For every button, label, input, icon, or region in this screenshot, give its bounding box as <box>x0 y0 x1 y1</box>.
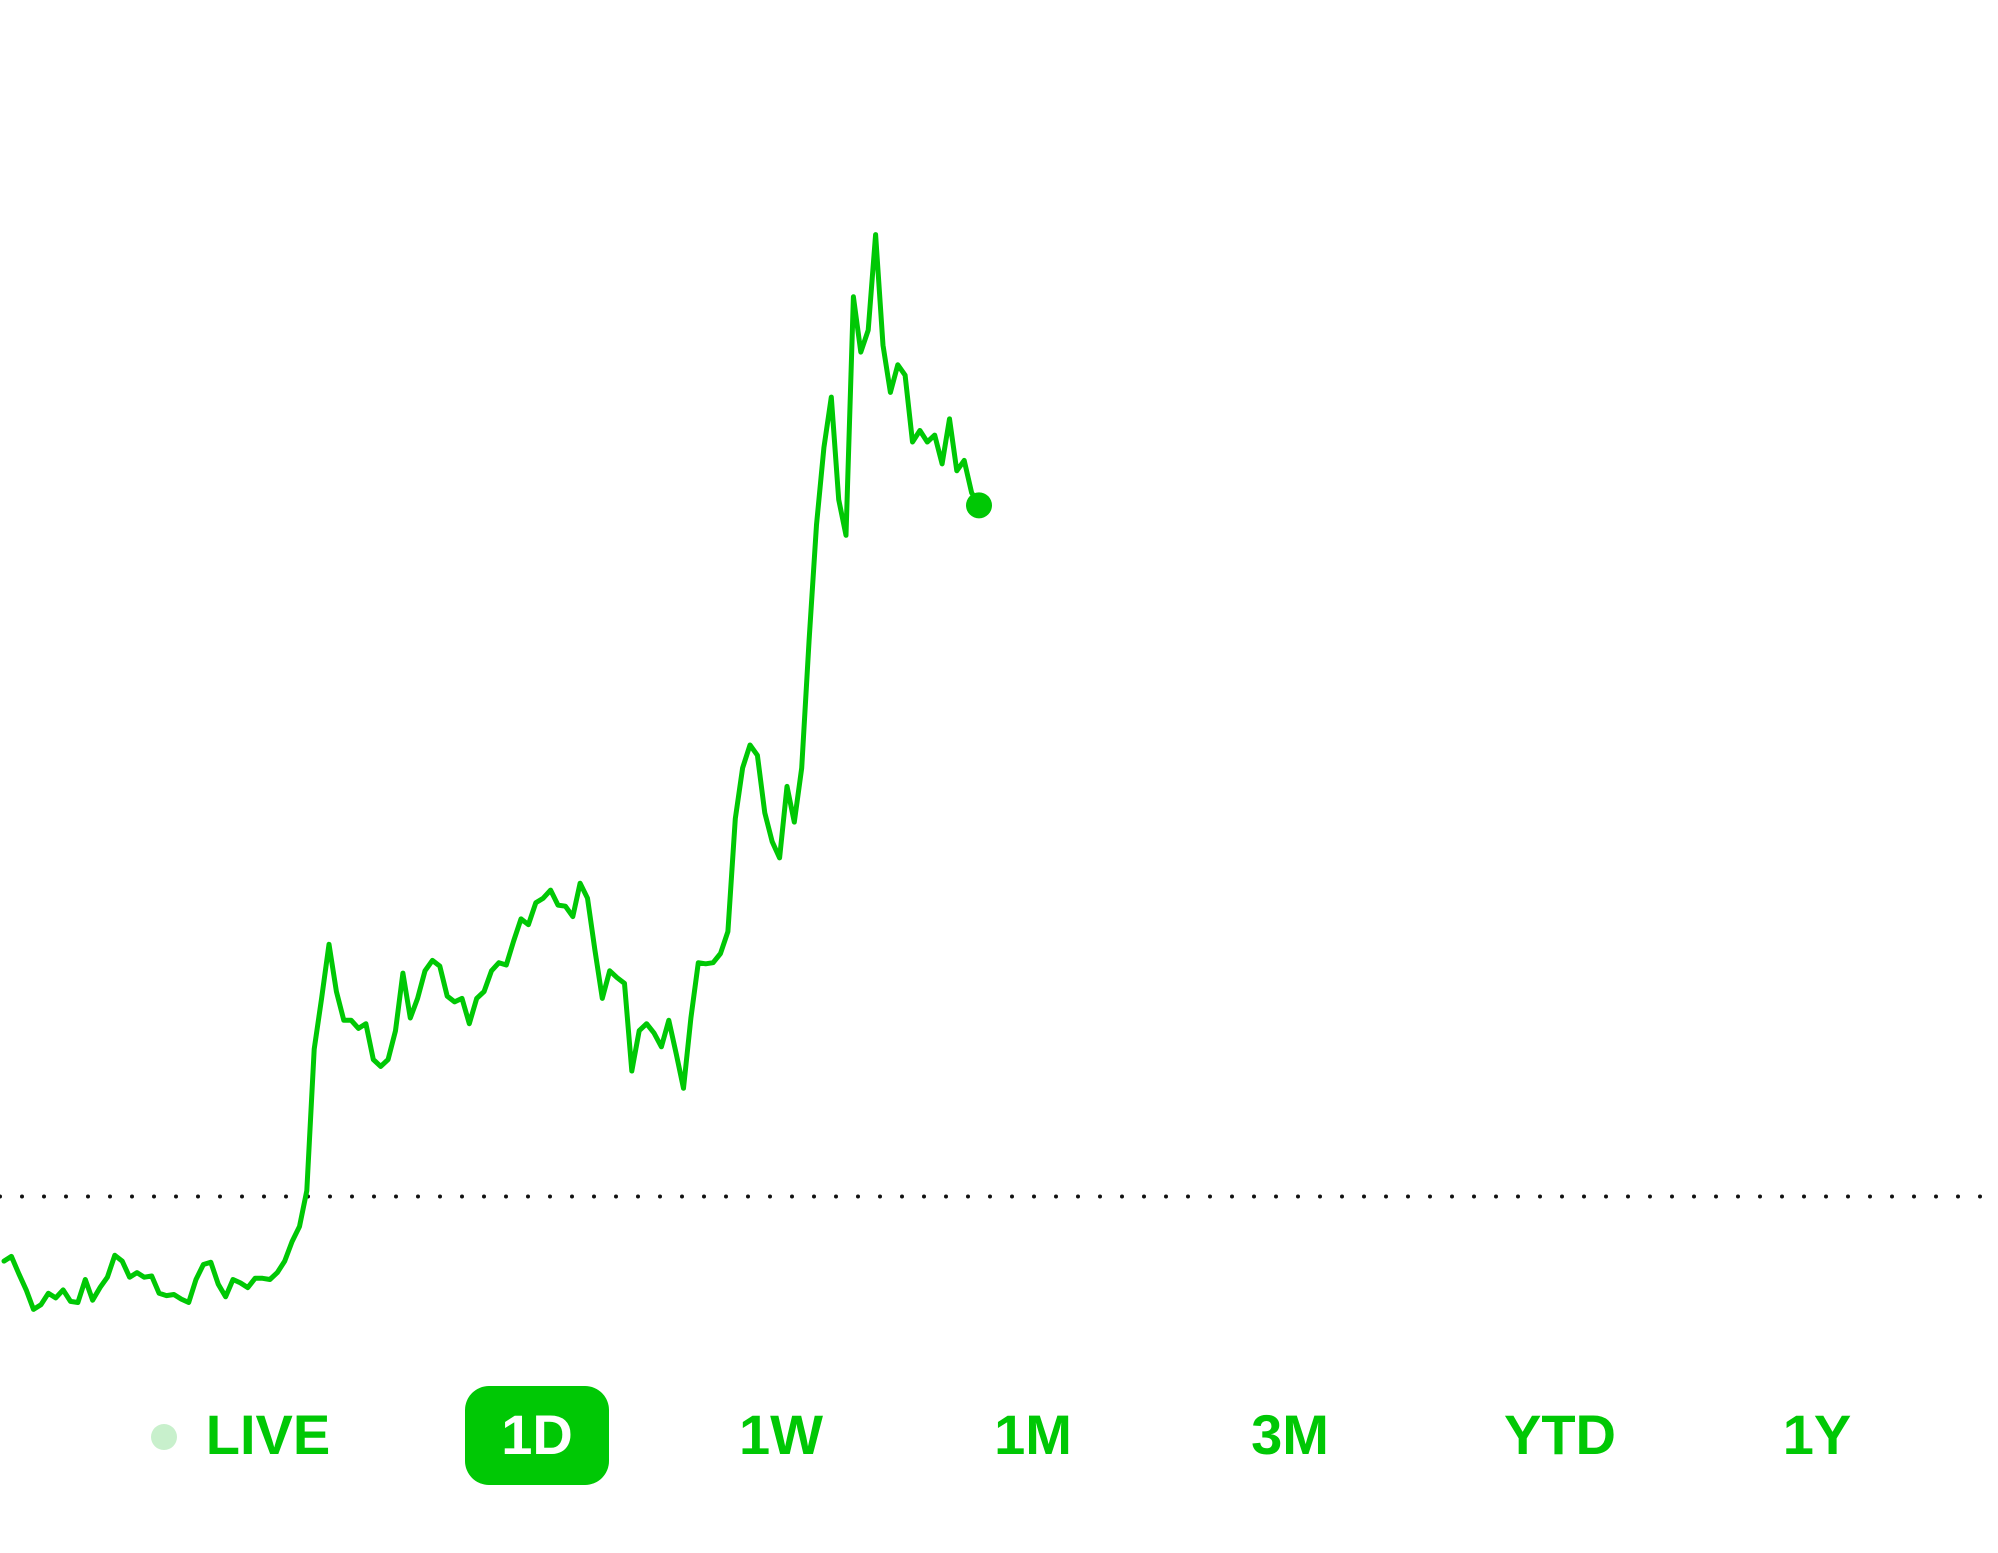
range-button[interactable]: 3M <box>1251 1403 1329 1466</box>
current-price-dot <box>966 492 992 519</box>
range-button[interactable]: LIVE <box>206 1403 330 1466</box>
selected-range-pill <box>465 1386 609 1485</box>
range-button[interactable]: YTD <box>1504 1403 1616 1466</box>
range-button[interactable]: 1D <box>501 1403 573 1466</box>
range-button[interactable]: 1W <box>739 1403 823 1466</box>
live-indicator <box>151 1424 177 1450</box>
price-line <box>1 232 982 1312</box>
range-button[interactable]: 1M <box>994 1403 1072 1466</box>
range-button[interactable]: 1Y <box>1783 1403 1852 1466</box>
